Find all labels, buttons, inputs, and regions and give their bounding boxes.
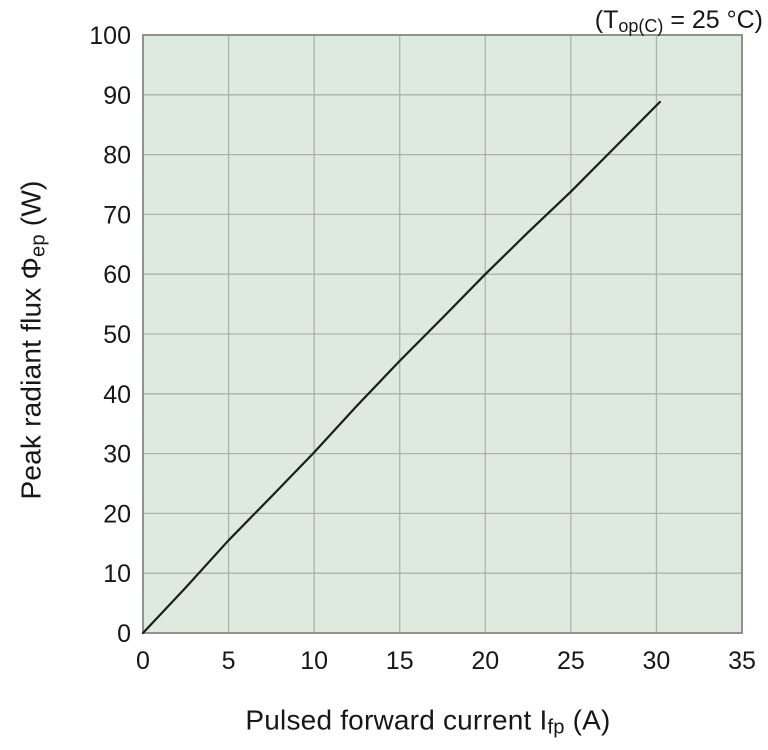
annotation-text-suffix: = 25 °C) bbox=[663, 6, 763, 34]
x-tick-label: 15 bbox=[386, 647, 414, 675]
annotation-text: (T bbox=[594, 6, 619, 34]
y-axis-title-subscript: ep bbox=[27, 234, 50, 257]
x-tick-label: 5 bbox=[222, 647, 236, 675]
y-tick-label: 20 bbox=[103, 500, 131, 528]
y-axis-title-text: Peak radiant flux Φ bbox=[15, 257, 47, 500]
y-axis-title: Peak radiant flux Φep (W) bbox=[15, 181, 50, 500]
x-tick-label: 10 bbox=[300, 647, 328, 675]
chart-condition-annotation: (Top(C) = 25 °C) bbox=[595, 6, 763, 37]
y-axis-title-suffix: (W) bbox=[15, 180, 47, 235]
x-tick-label: 30 bbox=[643, 647, 671, 675]
y-tick-label: 40 bbox=[103, 381, 131, 409]
x-axis-title: Pulsed forward current Ifp (A) bbox=[245, 704, 610, 739]
plot-border bbox=[142, 34, 743, 634]
annotation-subscript: op(C) bbox=[618, 15, 664, 36]
data-line bbox=[141, 100, 661, 635]
y-tick-label: 10 bbox=[103, 560, 131, 588]
x-axis-title-subscript: fp bbox=[547, 716, 565, 739]
y-tick-label: 70 bbox=[103, 201, 131, 229]
y-tick-label: 0 bbox=[117, 620, 131, 648]
x-tick-label: 35 bbox=[728, 647, 756, 675]
y-tick-label: 60 bbox=[103, 261, 131, 289]
x-axis-title-text: Pulsed forward current I bbox=[245, 704, 548, 736]
x-tick-label: 0 bbox=[136, 647, 150, 675]
x-axis-title-suffix: (A) bbox=[564, 704, 611, 736]
y-tick-label: 80 bbox=[103, 142, 131, 170]
y-tick-label: 50 bbox=[103, 321, 131, 349]
y-tick-label: 30 bbox=[103, 441, 131, 469]
y-tick-label: 100 bbox=[89, 22, 131, 50]
x-tick-label: 20 bbox=[471, 647, 499, 675]
y-tick-label: 90 bbox=[103, 82, 131, 110]
x-tick-label: 25 bbox=[557, 647, 585, 675]
